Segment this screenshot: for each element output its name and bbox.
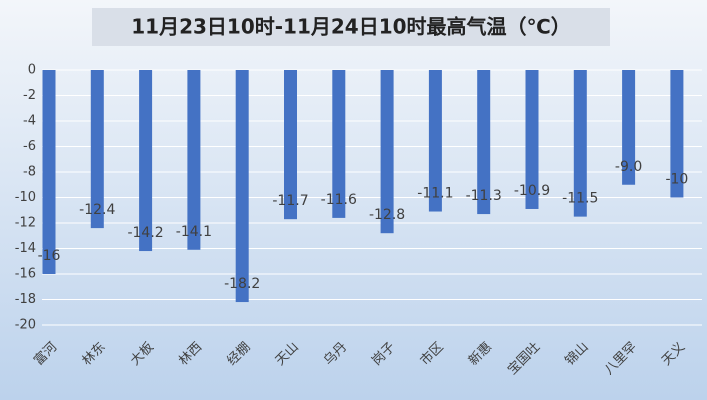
y-tick-label: -12 bbox=[15, 216, 36, 231]
bar bbox=[90, 70, 104, 229]
bar bbox=[42, 70, 56, 274]
title-box bbox=[92, 8, 610, 46]
y-tick-label: -18 bbox=[15, 292, 36, 307]
bar bbox=[622, 70, 636, 185]
data-label: -11.7 bbox=[272, 193, 308, 209]
bar bbox=[477, 70, 491, 215]
data-label: -16 bbox=[38, 248, 61, 264]
data-label: -12.4 bbox=[79, 202, 115, 218]
y-tick-label: -6 bbox=[23, 139, 36, 154]
y-tick-label: -20 bbox=[15, 318, 36, 333]
data-label: -14.2 bbox=[127, 225, 163, 241]
data-label: -12.8 bbox=[369, 207, 405, 223]
bar bbox=[235, 70, 249, 303]
y-tick-label: -8 bbox=[23, 165, 36, 180]
bar bbox=[573, 70, 587, 217]
y-tick-label: -16 bbox=[15, 267, 36, 282]
bar bbox=[525, 70, 539, 209]
bar bbox=[428, 70, 442, 212]
data-label: -11.1 bbox=[417, 186, 453, 202]
data-label: -14.1 bbox=[176, 224, 212, 240]
data-label: -10.9 bbox=[514, 183, 550, 199]
data-label: -18.2 bbox=[224, 276, 260, 292]
data-label: -10 bbox=[665, 172, 688, 188]
bar bbox=[284, 70, 297, 220]
data-label: -11.6 bbox=[321, 192, 357, 208]
y-tick-label: -4 bbox=[23, 114, 36, 129]
y-tick-label: -10 bbox=[15, 190, 36, 205]
chart-title: 11月23日10时-11月24日10时最高气温（℃） bbox=[131, 15, 571, 39]
bar bbox=[332, 70, 346, 218]
y-tick-label: -2 bbox=[23, 88, 36, 103]
bar bbox=[187, 70, 201, 250]
bar bbox=[670, 70, 684, 198]
bar bbox=[139, 70, 153, 252]
bar bbox=[380, 70, 394, 234]
y-tick-label: -14 bbox=[15, 241, 36, 256]
data-label: -11.5 bbox=[562, 191, 598, 207]
y-tick-label: 0 bbox=[28, 63, 36, 78]
data-label: -11.3 bbox=[466, 188, 502, 204]
data-label: -9.0 bbox=[615, 159, 642, 175]
